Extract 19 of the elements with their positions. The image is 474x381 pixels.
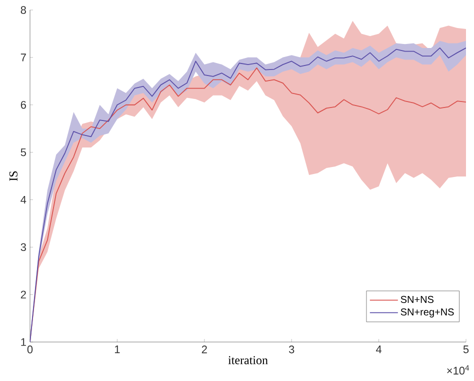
legend-label: SN+NS (400, 296, 434, 303)
y-tick-label: 1 (21, 338, 26, 346)
y-tick-label: 7 (20, 54, 26, 62)
y-axis-title: IS (9, 171, 18, 181)
x-tick-label: 4 (376, 346, 382, 354)
y-tick-label: 6 (20, 100, 26, 109)
x-tick-label: 1 (114, 346, 120, 354)
x-axis-title: iteration (228, 356, 268, 364)
y-tick-label: 5 (20, 148, 26, 156)
x-tick-label: 2 (202, 346, 207, 354)
x-tick-label: 3 (288, 346, 294, 354)
y-tick-label: 2 (20, 290, 26, 298)
x-tick-label: 0 (27, 346, 33, 354)
y-tick-label: 4 (20, 196, 26, 204)
y-tick-label: 3 (20, 243, 26, 252)
y-tick-label: 8 (20, 6, 26, 14)
text: ×10$^{4}$ (447, 365, 470, 375)
x-tick-label: 5 (463, 346, 469, 354)
legend-label: SN+reg+NS (400, 308, 454, 318)
